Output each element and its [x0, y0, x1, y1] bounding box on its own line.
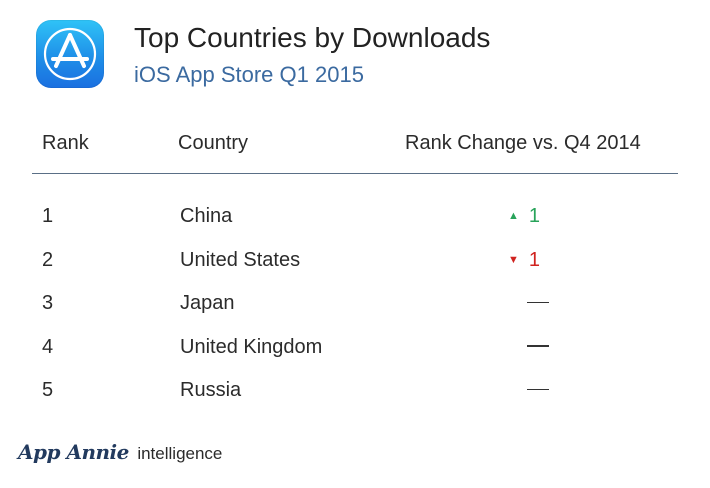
table-row: 4 United Kingdom —: [0, 336, 710, 366]
page-title: Top Countries by Downloads: [134, 22, 491, 53]
rank-change-cell: —: [508, 379, 568, 402]
table-row: 3 Japan —: [0, 292, 710, 322]
rank-change-value: —: [508, 292, 509, 293]
column-header-rank-change: Rank Change vs. Q4 2014: [405, 132, 641, 154]
rank-change-cell: ▲ 1: [508, 205, 568, 228]
country-cell: United States: [180, 248, 301, 271]
app-store-icon: [36, 20, 104, 88]
down-arrow-icon: ▼: [508, 253, 519, 266]
column-header-country: Country: [178, 132, 249, 154]
table-row: 2 United States ▼ 1: [0, 249, 710, 279]
rank-cell: 3: [42, 292, 54, 314]
table-row: 1 China ▲ 1: [0, 205, 710, 235]
no-change-dash: [527, 388, 549, 390]
rank-change-value: 1: [528, 248, 541, 271]
app-store-glyph: [43, 27, 97, 81]
rank-cell: 4: [42, 335, 54, 358]
country-cell: United Kingdom: [180, 335, 323, 358]
rank-change-cell: —: [508, 336, 568, 359]
rank-change-value: 1: [528, 205, 541, 227]
rank-change-cell: —: [508, 292, 568, 315]
country-cell: China: [180, 205, 233, 227]
country-cell: Japan: [180, 292, 235, 314]
rank-cell: 5: [42, 379, 54, 401]
up-arrow-icon: ▲: [508, 210, 519, 222]
country-cell: Russia: [180, 379, 242, 401]
rank-change-cell: ▼ 1: [508, 249, 568, 272]
rank-change-value: —: [508, 336, 509, 337]
rank-cell: 1: [42, 205, 54, 227]
rank-change-value: —: [508, 379, 509, 380]
rank-cell: 2: [42, 248, 54, 271]
logo-suffix: intelligence: [137, 444, 223, 463]
header: Top Countries by Downloads iOS App Store…: [36, 20, 696, 92]
no-change-dash: [527, 345, 549, 347]
footer: App Annie intelligence: [18, 440, 222, 470]
header-divider: [32, 173, 678, 174]
page-subtitle: iOS App Store Q1 2015: [134, 62, 364, 87]
no-change-dash: [527, 301, 549, 303]
table-row: 5 Russia —: [0, 379, 710, 409]
column-header-rank: Rank: [42, 132, 89, 154]
app-annie-logo: App Annie: [18, 440, 129, 464]
